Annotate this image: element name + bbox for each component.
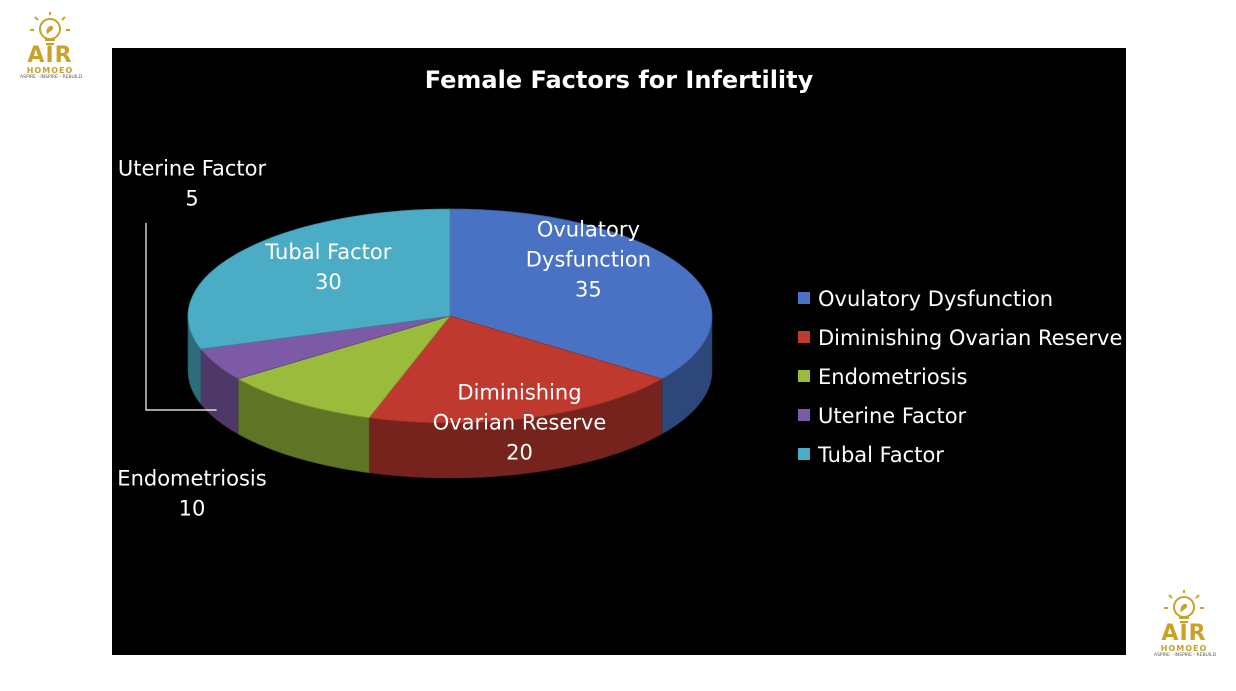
pie-chart: Female Factors for Infertility Ovulatory… [117,66,1122,520]
data-label-endometriosis: Endometriosis 10 [117,466,266,520]
slice-diminishing-ovarian-reserve [368,315,663,424]
legend-item: Endometriosis [798,365,967,389]
slice-endometriosis [237,315,452,419]
air-homoeo-logo: AIR HOMOEO ASPIRE - INSPIRE - REBUILD [20,12,83,81]
legend-swatch [798,370,810,382]
legend-item: Uterine Factor [798,404,967,428]
slice-tubal-factor [187,208,451,350]
legend-swatch [798,331,810,343]
data-label-tubal-factor: Tubal Factor 30 [264,240,391,294]
legend-label: Endometriosis [818,365,967,389]
legend-label: Diminishing Ovarian Reserve [818,326,1122,350]
legend-item: Tubal Factor [798,443,944,467]
data-label-ovulatory-dysfunction: Ovulatory Dysfunction 35 [526,218,651,302]
logo-brand: AIR [1161,621,1207,646]
logo-brand: AIR [27,43,73,68]
data-label-uterine-factor: Uterine Factor 5 [118,156,267,210]
chart-title: Female Factors for Infertility [425,66,814,94]
legend-label: Ovulatory Dysfunction [818,287,1053,311]
legend-label: Tubal Factor [817,443,944,467]
slice-ovulatory-dysfunction [449,208,713,380]
legend-item: Ovulatory Dysfunction [798,287,1053,311]
lightbulb-icon [30,12,70,45]
logo-tagline: ASPIRE - INSPIRE - REBUILD [1154,653,1217,658]
legend-swatch [798,448,810,460]
air-homoeo-logo-bottom: AIR HOMOEO ASPIRE - INSPIRE - REBUILD [1154,590,1217,659]
logo-sub: HOMOEO [26,66,74,75]
lightbulb-icon [1164,590,1204,623]
chart-panel: Female Factors for Infertility Ovulatory… [112,48,1126,655]
legend-label: Uterine Factor [818,404,967,428]
leader-line-uterine-factor [145,223,217,411]
legend-swatch [798,292,810,304]
logo-tagline: ASPIRE - INSPIRE - REBUILD [20,75,83,80]
data-label-diminishing-ovarian-reserve: Diminishing Ovarian Reserve 20 [433,380,607,464]
legend-item: Diminishing Ovarian Reserve [798,326,1122,350]
chart-legend: Ovulatory Dysfunction Diminishing Ovarian… [798,287,1122,467]
legend-swatch [798,409,810,421]
logo-sub: HOMOEO [1160,644,1208,653]
